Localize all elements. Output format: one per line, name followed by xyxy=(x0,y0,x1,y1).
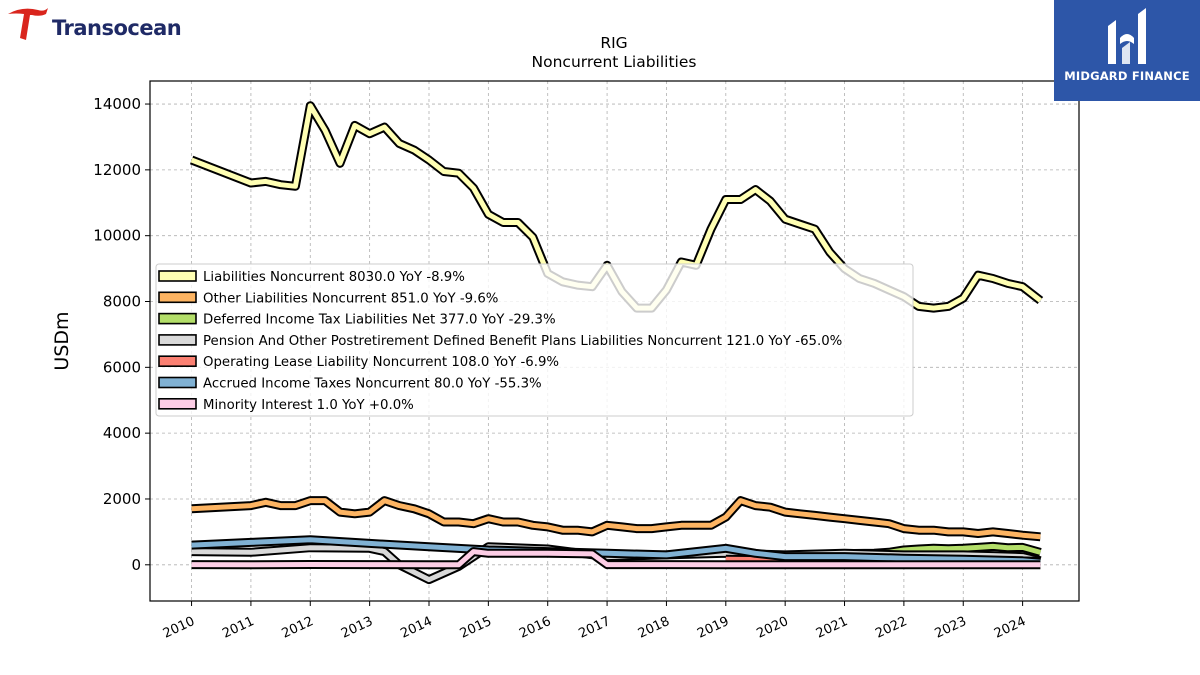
series-line-fill xyxy=(191,549,1041,568)
y-tick-label: 8000 xyxy=(103,293,141,311)
y-tick-label: 0 xyxy=(131,556,141,574)
y-tick-label: 6000 xyxy=(103,358,141,376)
legend-entry-label: Accrued Income Taxes Noncurrent 80.0 YoY… xyxy=(203,377,542,392)
legend-entry-label: Pension And Other Postretirement Defined… xyxy=(203,334,842,349)
y-tick-label: 2000 xyxy=(103,490,141,508)
transocean-wordmark: Transocean xyxy=(52,16,182,40)
x-tick-label: 2021 xyxy=(814,614,850,642)
legend-entry-label: Operating Lease Liability Noncurrent 108… xyxy=(203,355,559,370)
y-tick-label: 12000 xyxy=(93,161,141,179)
legend-swatch xyxy=(158,397,197,410)
chart-subtitle: Noncurrent Liabilities xyxy=(532,53,697,71)
x-tick-label: 2010 xyxy=(161,614,197,642)
series-line-6 xyxy=(191,547,1041,570)
midgard-wordmark: MIDGARD FINANCE xyxy=(1064,69,1190,83)
y-tick-label: 10000 xyxy=(93,227,141,245)
x-tick-label: 2018 xyxy=(636,614,672,642)
x-tick-label: 2012 xyxy=(280,614,316,642)
series-line-1 xyxy=(191,496,1041,542)
x-axis: 2010 2011 2012 2013 2014 2015 2016 2017 2018 2019… xyxy=(161,601,1028,642)
series-line-5 xyxy=(191,535,1041,567)
x-tick-label: 2013 xyxy=(339,614,375,642)
legend-swatch xyxy=(158,334,197,346)
legend-swatch xyxy=(158,291,197,304)
y-axis-label: USDm xyxy=(51,311,73,370)
legend-entry-label: Minority Interest 1.0 YoY +0.0% xyxy=(203,398,414,413)
x-tick-label: 2017 xyxy=(576,614,612,642)
y-tick-label: 4000 xyxy=(103,424,141,442)
x-tick-label: 2023 xyxy=(933,614,969,642)
legend-entry-label: Liabilities Noncurrent 8030.0 YoY -8.9% xyxy=(203,270,465,285)
legend: Liabilities Noncurrent 8030.0 YoY -8.9% O… xyxy=(155,263,914,417)
legend-box xyxy=(155,263,914,417)
x-tick-label: 2022 xyxy=(873,614,909,642)
midgard-finance-logo: MIDGARD FINANCE xyxy=(1054,0,1200,101)
x-tick-label: 2016 xyxy=(517,614,553,642)
legend-swatch xyxy=(158,270,197,282)
legend-entry-label: Deferred Income Tax Liabilities Net 377.… xyxy=(203,313,556,328)
transocean-mark-icon xyxy=(8,8,48,40)
x-tick-label: 2024 xyxy=(992,614,1028,642)
legend-swatch xyxy=(158,312,197,325)
legend-swatch xyxy=(158,355,197,368)
x-tick-label: 2020 xyxy=(755,614,791,642)
x-tick-label: 2015 xyxy=(458,614,494,642)
series-line-fill xyxy=(191,537,1041,565)
legend-swatch xyxy=(158,376,197,389)
x-tick-label: 2014 xyxy=(398,614,434,642)
y-axis: 0 2000 4000 6000 8000 10000 12000 14000 xyxy=(93,95,150,574)
midgard-mark-icon xyxy=(1108,8,1146,64)
y-tick-label: 14000 xyxy=(93,95,141,113)
x-tick-label: 2011 xyxy=(220,614,256,642)
x-tick-label: 2019 xyxy=(695,614,731,642)
series-line-fill xyxy=(191,498,1041,540)
legend-entry-label: Other Liabilities Noncurrent 851.0 YoY -… xyxy=(203,291,498,306)
chart-title: RIG xyxy=(600,34,627,52)
plot-frame xyxy=(149,80,1080,602)
transocean-logo: Transocean xyxy=(4,4,182,44)
